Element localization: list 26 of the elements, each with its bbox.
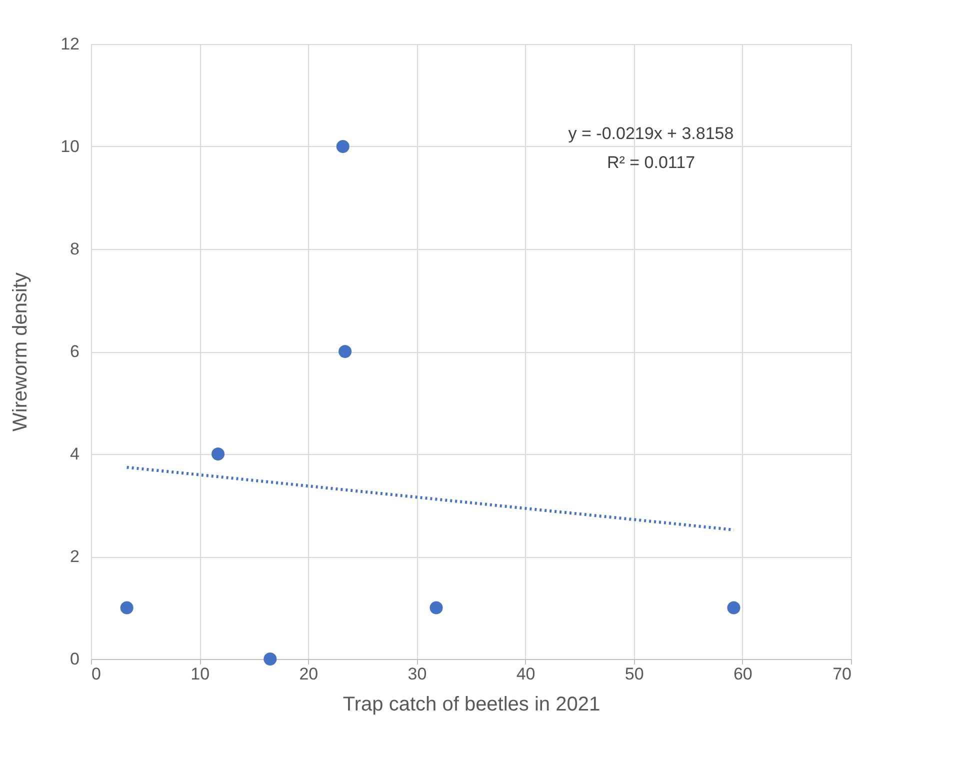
x-tick-label: 20 — [299, 664, 318, 684]
y-tick-label: 2 — [70, 547, 80, 566]
y-tick-label: 10 — [60, 137, 80, 156]
x-tick-label: 30 — [408, 664, 427, 684]
x-tick-label: 10 — [190, 664, 210, 684]
y-axis-title: Wireworm density — [10, 272, 32, 432]
point — [430, 601, 443, 614]
x-tick-label: 50 — [624, 664, 644, 684]
point — [120, 601, 134, 614]
point — [212, 447, 225, 461]
y-tick-label: 12 — [60, 34, 80, 54]
y-tick-label: 0 — [70, 650, 80, 668]
x-tick-label: 70 — [832, 664, 852, 684]
point — [727, 601, 740, 614]
x-tick-label: 0 — [92, 664, 101, 684]
point — [264, 652, 277, 666]
annotation: y = -0.0219x + 3.8158 — [568, 124, 734, 143]
y-tick-label: 6 — [70, 342, 80, 361]
point — [336, 140, 350, 154]
x-tick-label: 60 — [733, 664, 752, 684]
y-tick-label: 4 — [70, 444, 80, 464]
point — [338, 344, 352, 358]
annotation: R² = 0.0117 — [606, 153, 696, 172]
y-tick-label: 8 — [70, 240, 80, 258]
x-tick-label: 40 — [516, 664, 536, 684]
x-axis-title: Trap catch of beetles in 2021 — [342, 694, 600, 716]
